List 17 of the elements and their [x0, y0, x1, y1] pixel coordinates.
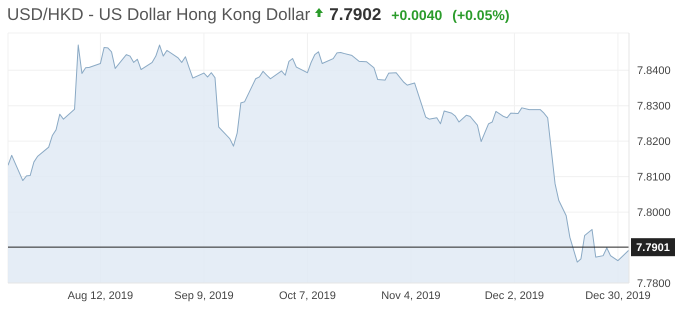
x-tick-label: Aug 12, 2019	[68, 290, 134, 302]
text: +0.0040	[391, 7, 442, 23]
y-tick-label: 7.7800	[637, 278, 671, 290]
x-tick-label: Sep 9, 2019	[174, 290, 234, 302]
y-tick-label: 7.8200	[637, 136, 671, 148]
text: (+0.05%)	[452, 7, 510, 23]
y-tick-label: 7.8400	[637, 65, 671, 78]
ref-line-label: 7.7901	[636, 242, 670, 254]
chart-title: USD/HKD - US Dollar Hong Kong Dollar	[7, 5, 310, 25]
x-tick-label: Dec 30, 2019	[585, 290, 651, 302]
x-tick-label: Dec 2, 2019	[484, 290, 544, 302]
text: 7.7902	[329, 5, 382, 25]
y-tick-label: 7.8300	[637, 100, 671, 113]
y-tick-label: 7.8100	[637, 172, 671, 184]
x-tick-label: Oct 7, 2019	[278, 290, 336, 302]
y-tick-label: 7.8000	[637, 206, 671, 219]
x-tick-label: Nov 4, 2019	[381, 290, 441, 302]
